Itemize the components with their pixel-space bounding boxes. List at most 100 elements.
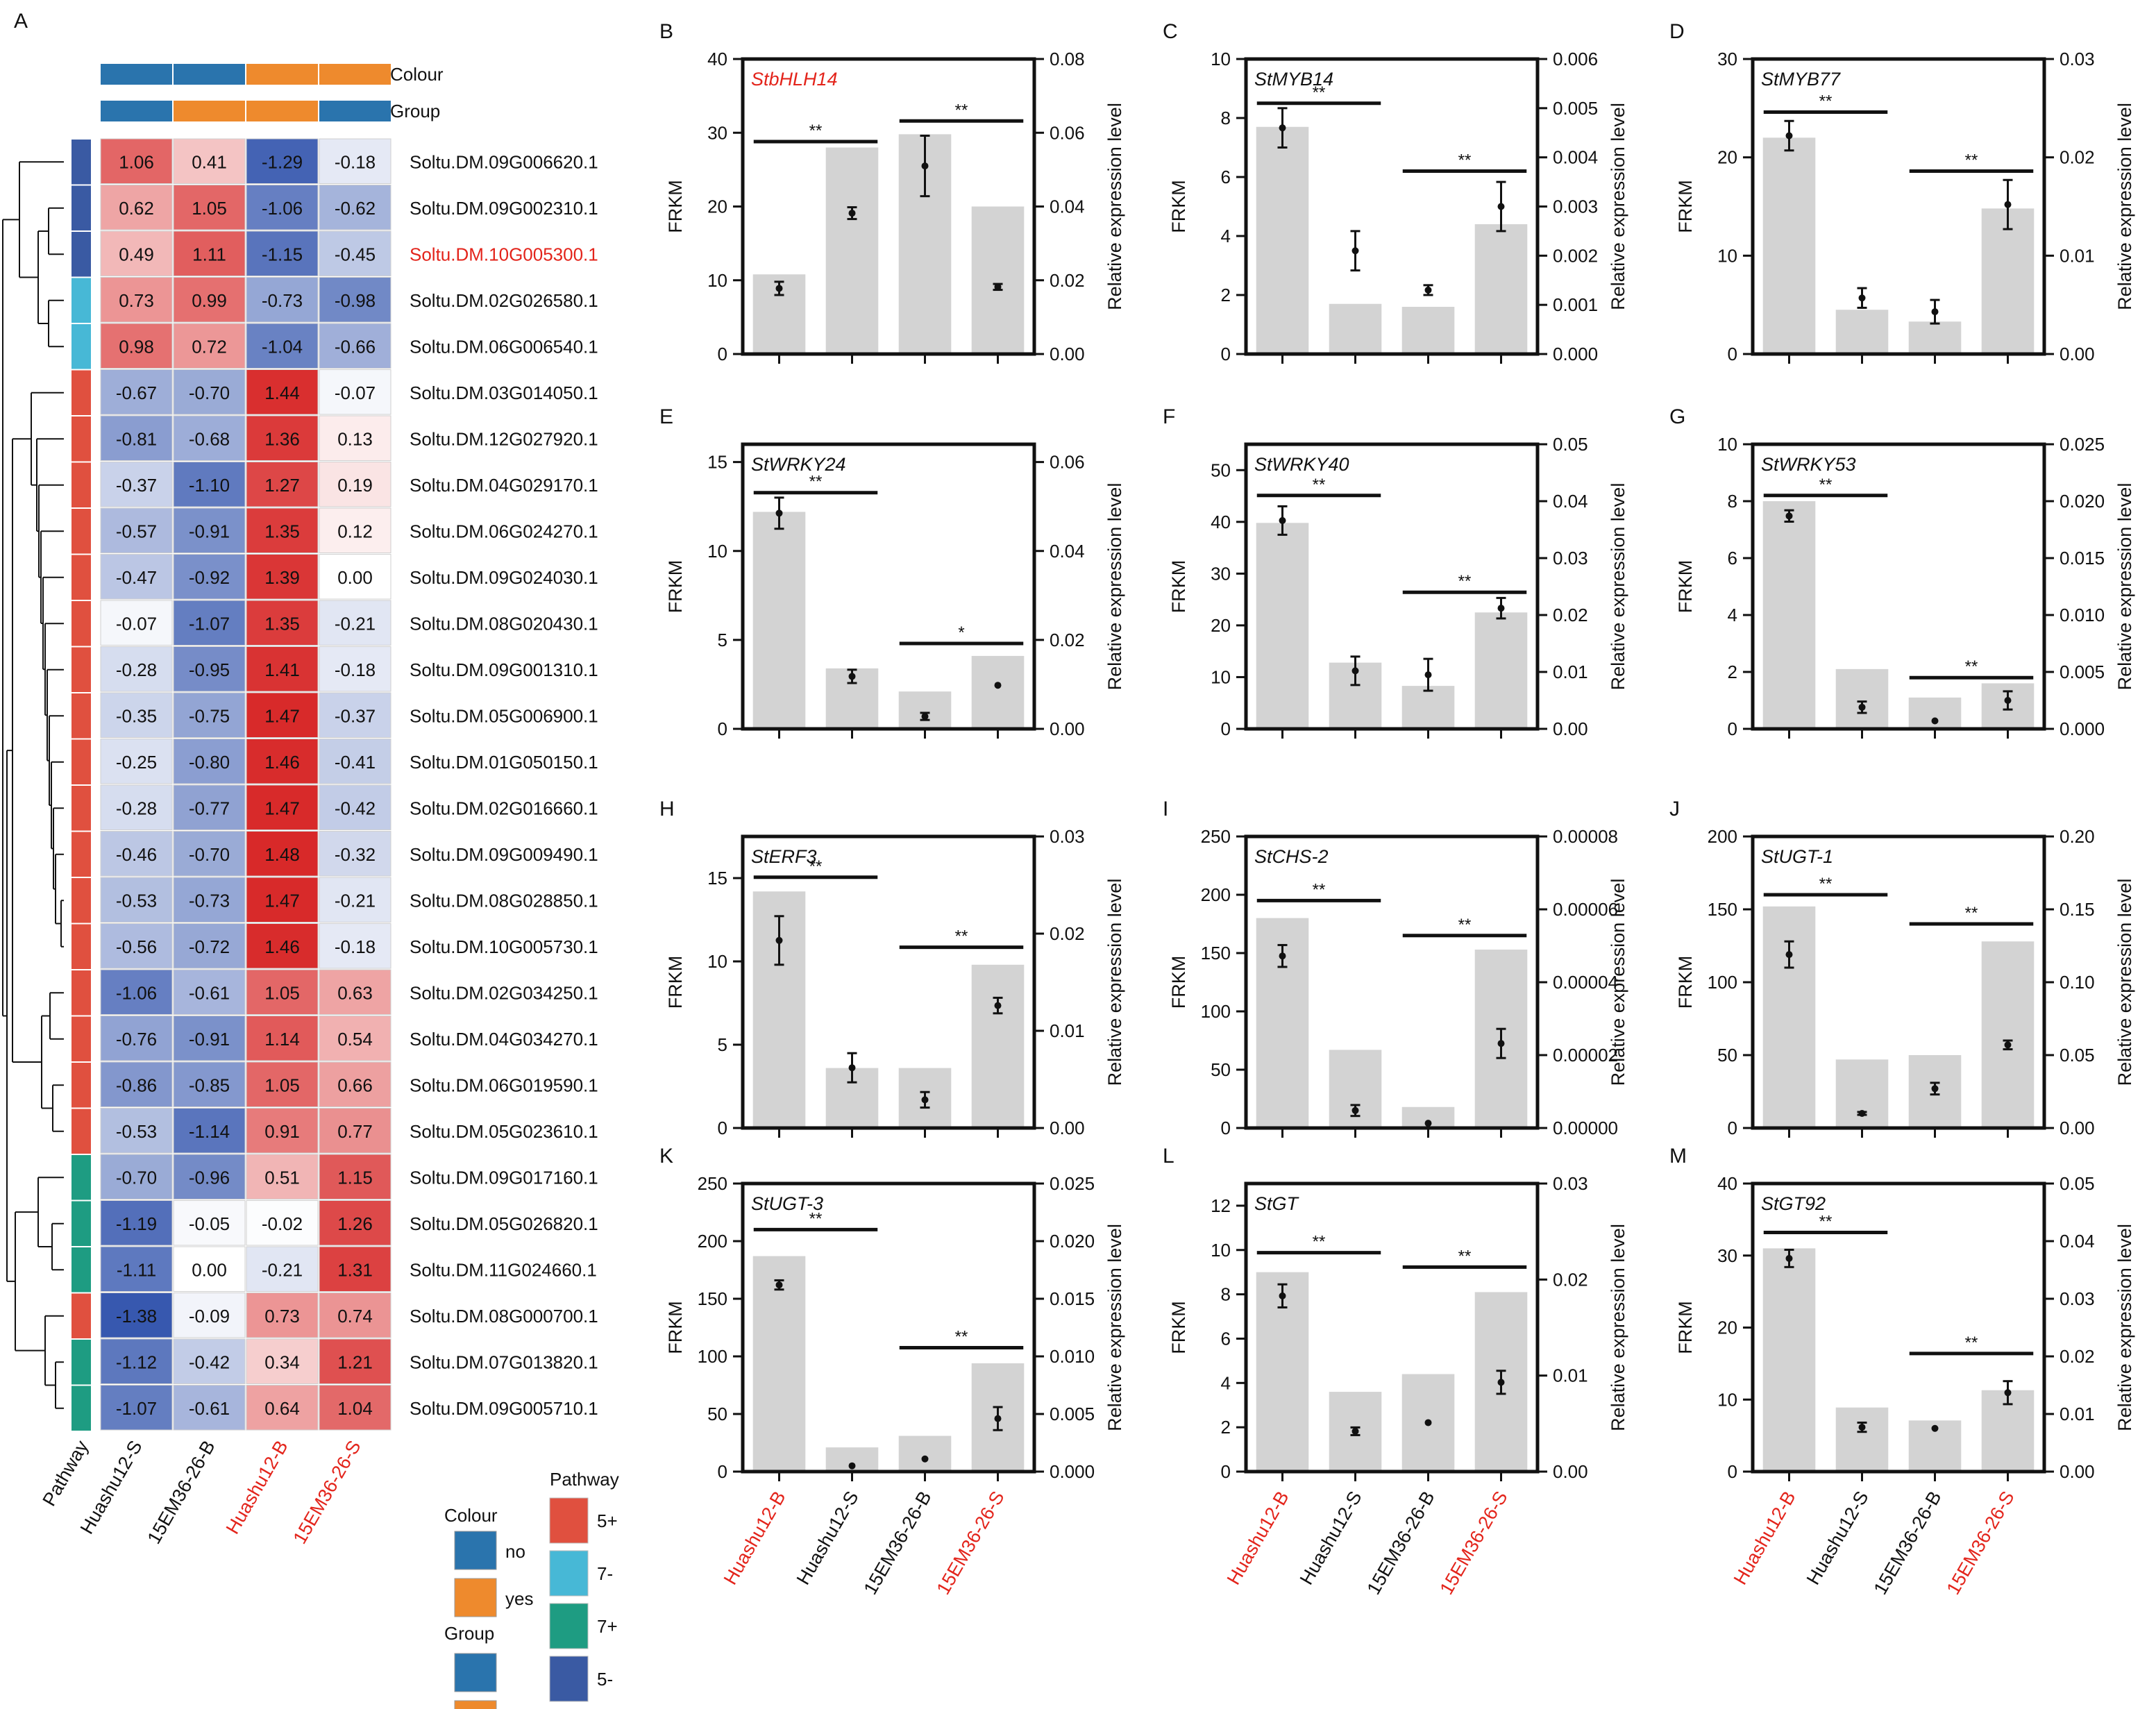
gene-label: Soltu.DM.05G023610.1 [410,1121,598,1142]
data-point [994,1415,1002,1422]
heatmap-cell [246,369,319,415]
y-axis-title-left: FRKM [665,180,686,233]
heatmap-value: -0.72 [189,936,230,957]
y-axis-title-left: FRKM [1675,560,1696,614]
category-label: Huashu12-S [1803,1488,1873,1588]
heatmap-value: -0.57 [116,521,157,541]
gene-label: Soltu.DM.08G000700.1 [410,1306,598,1327]
heatmap-cell [319,1293,391,1338]
left-tick-label: 0 [1728,1461,1737,1482]
heatmap-cell [100,277,173,323]
heatmap-cell [246,277,319,323]
heatmap-cell [319,1108,391,1154]
significance-label: ** [1458,1247,1472,1265]
heatmap-cell [100,1016,173,1061]
left-tick-label: 30 [1717,49,1737,69]
data-point [775,1281,783,1289]
group-track-cell [246,101,318,121]
left-tick-label: 100 [1708,972,1737,993]
right-tick-label: 0.00 [1050,1118,1085,1138]
right-tick-label: 0.005 [1050,1404,1095,1424]
heatmap-value: -0.92 [189,567,230,588]
significance-label: ** [809,473,823,491]
gene-title: StWRKY53 [1761,454,1856,475]
heatmap-value: 0.64 [264,1398,300,1419]
heatmap-value: -0.42 [189,1352,230,1372]
heatmap-value: -1.15 [262,244,303,264]
data-point [921,1096,929,1104]
heatmap-cell [319,230,391,276]
heatmap-cell [319,507,391,553]
left-tick-label: 8 [1221,1284,1231,1305]
gene-title: StUGT-1 [1761,846,1833,867]
legend-label-pathway: 7+ [597,1616,618,1637]
heatmap-value: 1.46 [264,936,300,957]
left-tick-label: 30 [1211,563,1231,584]
pathway-cell [71,1063,91,1108]
data-point [1351,247,1359,255]
plot-frame [1751,442,2046,731]
heatmap-value: -0.02 [262,1213,303,1234]
panel-label: D [1669,20,1685,43]
heatmap-value: 0.00 [192,1259,227,1280]
heatmap-cell [100,877,173,923]
gene-label: Soltu.DM.02G016660.1 [410,798,598,818]
legend-label-pathway: 7- [597,1563,613,1584]
data-point [1424,1419,1432,1426]
heatmap-value: -0.73 [262,290,303,311]
pathway-cell [71,1201,91,1246]
heatmap-cell [246,1293,319,1338]
legend-title-colour: Colour [444,1505,498,1526]
heatmap-value: 1.05 [264,982,300,1003]
heatmap-cell [173,415,246,461]
colour-track-cell [174,64,245,85]
y-axis-title-right: Relative expression level [2114,1224,2135,1431]
left-tick-label: 150 [698,1288,727,1309]
right-tick-label: 0.00002 [1553,1045,1618,1066]
right-tick-label: 0.020 [1050,1231,1095,1252]
heatmap-cell [173,462,246,507]
right-tick-label: 0.02 [1050,923,1085,944]
chart-panel-F: F 0 10 20 30 40 50 0.00 0.01 0.02 0.03 0.04 0.05 FRKM… [1163,405,1628,739]
gene-label: Soltu.DM.05G026820.1 [410,1213,598,1234]
pathway-cell [71,185,91,230]
heatmap-cell [246,646,319,692]
pathway-cell [71,140,91,185]
heatmap-cell [173,230,246,276]
pathway-cell [71,1109,91,1154]
right-tick-label: 0.000 [2060,718,2105,739]
left-tick-label: 40 [1717,1173,1737,1194]
significance-label: ** [1458,572,1472,591]
gene-title: StbHLH14 [751,69,838,90]
colour-track-cell [319,64,391,85]
sample-label: Huashu12-B [222,1437,292,1538]
heatmap-value: -1.14 [189,1121,230,1142]
heatmap-value: 0.73 [119,290,154,311]
right-tick-label: 0.02 [2060,147,2095,168]
left-tick-label: 0 [1221,1461,1231,1482]
data-point [1279,516,1286,524]
y-axis-title-left: FRKM [1168,1301,1189,1354]
heatmap-value: -0.05 [189,1213,230,1234]
right-tick-label: 0.004 [1553,147,1598,168]
heatmap-value: -0.28 [116,659,157,680]
significance-label: ** [1965,1333,1978,1352]
pathway-cell [71,416,91,462]
heatmap-cell [173,739,246,784]
heatmap-cell [100,1200,173,1246]
y-axis-title-left: FRKM [665,1301,686,1354]
heatmap-value: 0.19 [337,475,373,496]
left-tick-label: 10 [1211,666,1231,687]
heatmap-value: -0.73 [189,890,230,911]
heatmap-value: -0.07 [116,613,157,634]
heatmap-value: -0.91 [189,521,230,541]
chart-panel-D: D 0 10 20 30 0.00 0.01 0.02 0.03 FRKM Relative exp… [1669,20,2135,364]
heatmap-value: 1.11 [192,244,226,264]
data-point [1931,1085,1939,1093]
pathway-cell [71,1016,91,1061]
right-tick-label: 0.00 [1553,1461,1588,1482]
right-tick-label: 0.010 [2060,605,2105,625]
sample-label: 15EM36-26-S [289,1437,364,1547]
gene-label: Soltu.DM.03G014050.1 [410,382,598,403]
right-tick-label: 0.00 [1553,718,1588,739]
